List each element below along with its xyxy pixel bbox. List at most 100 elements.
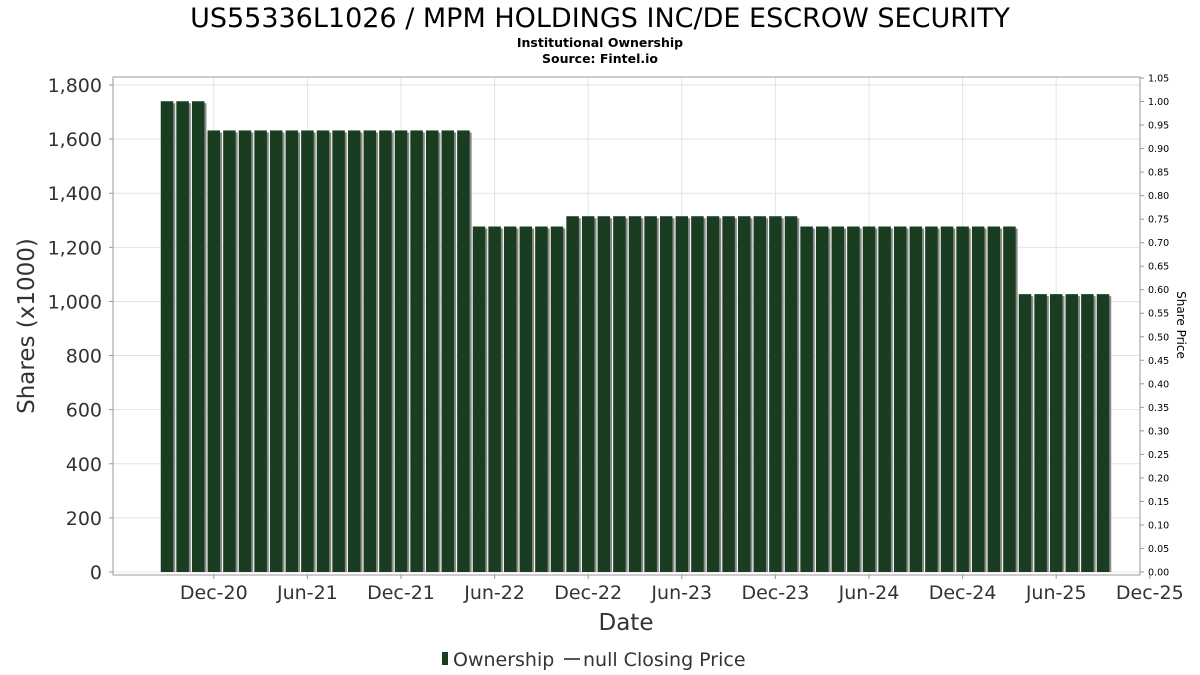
bar [800, 226, 813, 572]
y-tick-label: 1,600 [48, 129, 102, 151]
x-tick-label: Dec-21 [367, 582, 435, 604]
y-tick-label: 1,400 [48, 183, 102, 205]
bar [410, 130, 423, 572]
x-tick-label: Dec-25 [1116, 582, 1184, 604]
bar [379, 130, 392, 572]
bar [613, 216, 626, 572]
y2-tick-label: 0.30 [1148, 426, 1169, 437]
bar [425, 130, 439, 572]
bar [691, 216, 704, 572]
x-tick-label: Jun-25 [1025, 582, 1087, 604]
bar [316, 130, 330, 572]
y2-tick-label: 0.10 [1148, 520, 1169, 531]
bar [566, 216, 579, 572]
y2-tick-label: 0.35 [1148, 403, 1169, 414]
bar [550, 226, 564, 572]
bar [722, 216, 735, 572]
y2-tick-label: 0.75 [1148, 215, 1169, 226]
bar [457, 130, 470, 572]
bar [238, 130, 252, 572]
bar [332, 130, 345, 572]
bar [1034, 294, 1047, 572]
bar [987, 226, 1001, 572]
bar [269, 130, 283, 572]
y2-tick-label: 0.85 [1148, 168, 1169, 179]
bar [503, 226, 517, 572]
y-tick-label: 800 [66, 346, 102, 368]
y2-tick-label: 0.00 [1148, 568, 1169, 579]
y2-tick-label: 1.00 [1148, 97, 1169, 108]
bar [394, 130, 408, 572]
bar [581, 216, 595, 572]
y-tick-label: 1,000 [48, 291, 102, 313]
bar [285, 130, 299, 572]
bar [956, 226, 969, 572]
bar [644, 216, 657, 572]
bar [940, 226, 954, 572]
bar [1065, 294, 1079, 572]
bar [347, 130, 361, 572]
bar [753, 216, 767, 572]
legend-ownership-swatch [442, 652, 448, 665]
bar [893, 226, 907, 572]
y-tick-label: 1,200 [48, 237, 102, 259]
x-tick-label: Jun-22 [463, 582, 525, 604]
bar [472, 226, 486, 572]
bar [301, 130, 314, 572]
bar [737, 216, 751, 572]
y2-tick-label: 0.15 [1148, 497, 1169, 508]
chart-title: US55336L1026 / MPM HOLDINGS INC/DE ESCRO… [190, 3, 1010, 34]
y2-tick-label: 1.05 [1148, 74, 1169, 85]
x-axis-ticks: Dec-20 Jun-21 Dec-21 Jun-22 Dec-22 Jun-23 Dec-… [180, 575, 1184, 604]
legend-price-label: null Closing Price [583, 649, 746, 671]
x-tick-label: Dec-22 [554, 582, 622, 604]
chart-subtitle-1: Institutional Ownership [517, 35, 683, 50]
bar [176, 101, 189, 572]
y-tick-label: 600 [66, 400, 102, 422]
bar [1081, 294, 1094, 572]
bar [535, 226, 548, 572]
y2-tick-label: 0.70 [1148, 238, 1169, 249]
bar [519, 226, 533, 572]
bar [847, 226, 860, 572]
bar [207, 130, 221, 572]
bar [254, 130, 267, 572]
bar [675, 216, 689, 572]
x-tick-label: Dec-20 [180, 582, 248, 604]
bar [784, 216, 798, 572]
legend: Ownership null Closing Price [442, 649, 746, 671]
y2-tick-label: 0.95 [1148, 121, 1169, 132]
bar [925, 226, 938, 572]
bar [831, 226, 845, 572]
bar [909, 226, 923, 572]
chart-subtitle-2: Source: Fintel.io [542, 51, 658, 66]
bar [971, 226, 985, 572]
bar [191, 101, 205, 572]
x-tick-label: Dec-23 [741, 582, 809, 604]
x-tick-label: Dec-24 [929, 582, 997, 604]
bar [862, 226, 876, 572]
x-tick-label: Jun-23 [650, 582, 712, 604]
bar [769, 216, 782, 572]
y2-tick-label: 0.60 [1148, 285, 1169, 296]
bar [597, 216, 611, 572]
y-tick-label: 1,800 [48, 75, 102, 97]
y-tick-label: 400 [66, 454, 102, 476]
y2-axis-ticks: 0.00 0.05 0.10 0.15 0.20 0.25 0.30 0.35 0.40 0.45… [1140, 74, 1169, 579]
bar [706, 216, 720, 572]
bar [628, 216, 642, 572]
bar [160, 101, 174, 572]
y-tick-label: 200 [66, 508, 102, 530]
y2-axis-label: Share Price [1174, 291, 1188, 359]
bar [1018, 294, 1032, 572]
legend-ownership-label: Ownership [453, 649, 554, 671]
y2-tick-label: 0.80 [1148, 191, 1169, 202]
y-axis-label: Shares (x1000) [14, 238, 40, 414]
bar [488, 226, 501, 572]
y2-tick-label: 0.40 [1148, 379, 1169, 390]
y2-tick-label: 0.65 [1148, 262, 1169, 273]
x-tick-label: Jun-21 [276, 582, 338, 604]
bar [363, 130, 377, 572]
bar [659, 216, 673, 572]
y-tick-label: 0 [90, 562, 102, 584]
